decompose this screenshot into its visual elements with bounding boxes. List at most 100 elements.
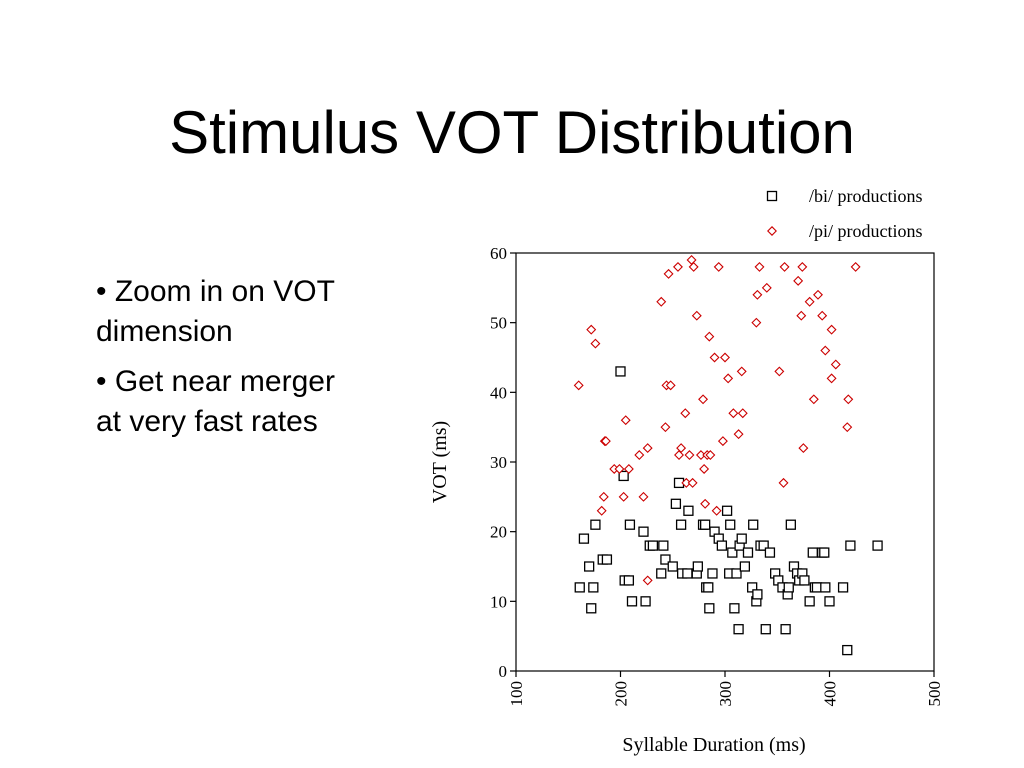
bi-data-point — [623, 575, 635, 586]
bi-data-point — [640, 596, 651, 607]
pi-data-point — [752, 289, 763, 300]
pi-data-point — [804, 296, 815, 307]
bi-data-point — [590, 519, 601, 530]
y-axis-label: VOT (ms) — [429, 421, 451, 503]
bi-data-point — [727, 547, 738, 558]
legend-label: /bi/ productions — [809, 186, 923, 206]
pi-data-point — [691, 310, 702, 321]
bullet-list: • Zoom in on VOT dimension • Get near me… — [96, 272, 356, 452]
bi-data-point — [819, 547, 830, 558]
pi-data-point — [573, 380, 584, 391]
bi-data-point — [807, 547, 818, 558]
y-tick-label: 40 — [490, 383, 507, 402]
bi-data-point — [752, 589, 763, 600]
pi-data-point — [737, 408, 748, 419]
pi-data-point — [813, 289, 823, 300]
pi-data-point — [676, 443, 687, 454]
pi-data-point — [723, 373, 734, 384]
bi-data-point — [725, 519, 736, 530]
pi-data-point — [728, 408, 739, 419]
bi-data-point — [667, 561, 678, 572]
pi-data-point — [736, 366, 747, 377]
bi-data-point — [820, 582, 831, 593]
pi-data-point — [843, 394, 854, 405]
legend: /bi/ productions/pi/ productions — [766, 186, 923, 241]
bi-data-point — [574, 582, 585, 593]
pi-data-point — [700, 498, 711, 509]
bi-data-point — [747, 582, 758, 593]
pi-data-point — [720, 352, 730, 363]
legend-label: /pi/ productions — [809, 221, 923, 241]
bi-data-point — [624, 519, 636, 530]
pi-data-point — [600, 436, 611, 447]
bi-data-point — [842, 644, 853, 656]
bi-data-point — [682, 568, 693, 579]
bi-data-point — [736, 533, 747, 544]
bi-data-point — [804, 596, 815, 607]
bi-data-point — [647, 540, 659, 551]
bi-data-point — [703, 582, 714, 593]
y-tick-label: 30 — [490, 453, 507, 472]
pi-data-point — [642, 575, 653, 586]
bullet-item-2: • Get near merger at very fast rates — [96, 365, 335, 438]
pi-data-point — [733, 429, 744, 440]
bi-data-point — [716, 540, 728, 551]
pi-data-point — [704, 331, 715, 342]
pi-data-point — [796, 310, 807, 321]
pi-data-point — [586, 324, 597, 335]
bi-data-point — [811, 582, 823, 593]
x-tick-label: 500 — [925, 681, 944, 707]
pi-data-point — [779, 261, 790, 272]
bi-data-point — [586, 603, 597, 614]
bi-data-point — [626, 596, 638, 607]
x-tick-label: 100 — [507, 681, 526, 707]
bi-data-point — [615, 366, 626, 377]
bi-data-point — [670, 498, 682, 509]
bi-data-point — [683, 505, 694, 516]
pi-data-point — [761, 282, 772, 293]
y-tick-label: 0 — [499, 662, 508, 681]
bi-data-point — [733, 624, 744, 635]
pi-data-point — [618, 491, 629, 502]
pi-data-point — [820, 345, 831, 356]
x-tick-label: 300 — [716, 681, 735, 707]
pi-data-point — [817, 310, 828, 321]
bi-data-point — [578, 533, 590, 544]
bi-data-point — [707, 568, 718, 579]
pi-data-point — [638, 491, 649, 502]
pi-data-point — [672, 261, 683, 272]
pi-data-point — [717, 436, 728, 447]
bi-data-point — [660, 554, 671, 565]
bullet-item-1: • Zoom in on VOT dimension — [96, 275, 335, 348]
bi-data-point — [742, 547, 754, 558]
bi-data-point — [758, 540, 769, 551]
bi-data-point — [824, 596, 835, 607]
bi-data-point — [872, 540, 883, 551]
bi-data-point — [748, 519, 759, 530]
pi-data-point — [705, 450, 716, 461]
bi-data-point — [731, 568, 742, 579]
pi-data-point — [709, 352, 720, 363]
pi-data-point — [596, 505, 607, 516]
bi-data-point — [656, 568, 667, 579]
pi-data-point — [665, 380, 676, 391]
y-tick-label: 50 — [490, 314, 507, 333]
pi-data-point — [688, 261, 699, 272]
bi-data-point — [699, 519, 711, 530]
pi-data-point — [842, 422, 853, 433]
pi-data-point — [699, 463, 710, 474]
bi-data-point — [780, 624, 791, 635]
bi-data-point — [766, 190, 778, 202]
plot-frame — [515, 252, 935, 672]
pi-data-point — [656, 296, 667, 307]
plot-area: 0 10 20 30 40 50 60 100 200 300 400 500 — [490, 244, 944, 707]
pi-data-point — [711, 505, 722, 516]
pi-data-point — [684, 450, 695, 461]
pi-data-point — [680, 408, 691, 419]
slide-title: Stimulus VOT Distribution — [169, 99, 855, 166]
bi-data-point — [584, 561, 595, 572]
y-tick-label: 60 — [490, 244, 507, 263]
bi-data-point — [675, 519, 687, 530]
pi-data-point — [797, 261, 808, 272]
